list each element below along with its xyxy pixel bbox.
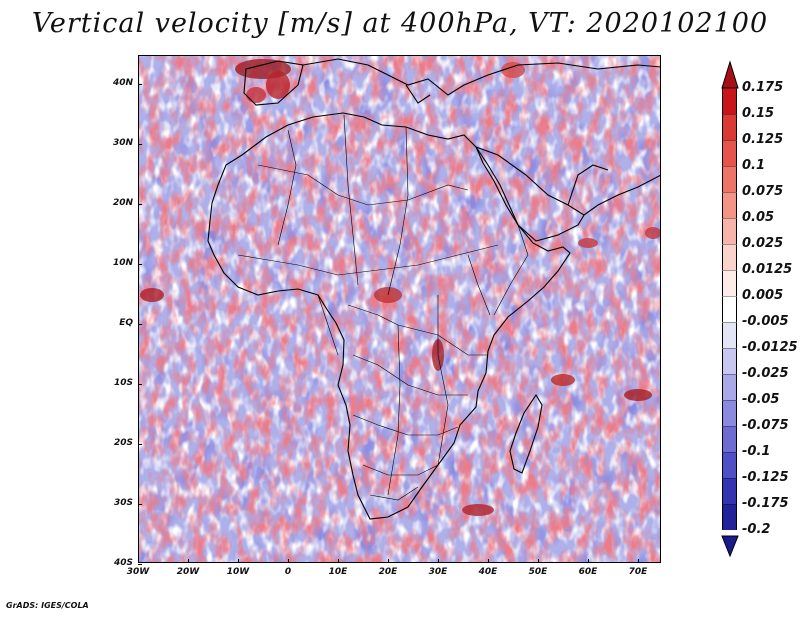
lat-tick (138, 264, 142, 265)
field-ascent (138, 55, 661, 563)
lat-tick (138, 144, 142, 145)
lat-tick-label: 40S (113, 558, 133, 568)
colorbar-label: -0.175 (742, 496, 789, 511)
lat-tick-label: 20N (112, 198, 133, 208)
lat-tick (138, 504, 142, 505)
colorbar-swatch (722, 270, 737, 296)
colorbar-swatch (722, 452, 737, 478)
colorbar-label: -0.0125 (742, 340, 798, 355)
lat-tick (138, 324, 142, 325)
lon-tick-label: 30W (126, 567, 150, 577)
colorbar-swatch (722, 374, 737, 400)
colorbar-swatch (722, 348, 737, 374)
colorbar-swatch (722, 114, 737, 140)
colorbar-swatch (722, 478, 737, 504)
lon-tick-label: 40E (478, 567, 498, 577)
colorbar-label: -0.125 (742, 470, 789, 485)
ascent-hotspot (501, 62, 525, 78)
colorbar-top-arrow (721, 60, 739, 89)
lon-tick (588, 559, 589, 563)
lat-tick-label: 10N (112, 258, 133, 268)
colorbar-label: -0.005 (742, 314, 789, 329)
lon-tick-label: 60E (578, 567, 598, 577)
colorbar-label: 0.075 (742, 184, 784, 199)
ascent-hotspot (462, 504, 494, 516)
lat-tick (138, 384, 142, 385)
colorbar-swatch (722, 322, 737, 348)
colorbar-swatch (722, 88, 737, 114)
map-field (138, 55, 661, 563)
lon-tick (388, 559, 389, 563)
lon-tick (338, 559, 339, 563)
colorbar-label: 0.175 (742, 80, 784, 95)
colorbar-label: -0.2 (742, 522, 771, 537)
colorbar-label: 0.005 (742, 288, 784, 303)
velocity-map (138, 55, 661, 563)
ascent-hotspot (645, 227, 661, 239)
country-borders (237, 114, 529, 501)
chart-title: Vertical velocity [m/s] at 400hPa, VT: 2… (31, 8, 769, 39)
colorbar-swatch (722, 140, 737, 166)
lon-tick-label: 20W (176, 567, 200, 577)
ascent-hotspot (624, 389, 652, 401)
lat-tick-label: EQ (119, 318, 133, 328)
ascent-hotspot (140, 288, 164, 302)
colorbar-label: 0.125 (742, 132, 784, 147)
colorbar-swatch (722, 192, 737, 218)
colorbar-label: 0.0125 (742, 262, 793, 277)
ascent-hotspot (578, 238, 598, 248)
lat-tick (138, 204, 142, 205)
colorbar-swatch (722, 166, 737, 192)
coastlines (207, 58, 661, 520)
lat-tick (138, 84, 142, 85)
lat-tick (138, 444, 142, 445)
colorbar-swatch (722, 218, 737, 244)
colorbar-arrows (721, 60, 739, 558)
lat-tick-label: 30N (112, 138, 133, 148)
colorbar-label: 0.1 (742, 158, 766, 173)
lon-tick (638, 559, 639, 563)
colorbar-label: -0.025 (742, 366, 789, 381)
lon-tick (488, 559, 489, 563)
footer-credit: GrADS: IGES/COLA (6, 601, 89, 610)
ascent-hotspot (266, 71, 290, 99)
ascent-hotspot (246, 87, 266, 103)
lon-tick-label: 10E (328, 567, 348, 577)
lat-tick-label: 10S (113, 378, 133, 388)
lon-tick (188, 559, 189, 563)
lat-tick-label: 20S (113, 438, 133, 448)
colorbar-label: 0.025 (742, 236, 784, 251)
lon-tick-label: 0 (284, 567, 292, 577)
lon-tick (138, 559, 139, 563)
colorbar-label: -0.1 (742, 444, 771, 459)
lon-tick-label: 20E (378, 567, 398, 577)
colorbar-label: -0.075 (742, 418, 789, 433)
lon-tick-label: 70E (628, 567, 648, 577)
colorbar-bottom-arrow (721, 535, 739, 558)
colorbar-swatch (722, 296, 737, 322)
lat-tick-label: 40N (112, 78, 133, 88)
colorbar-swatch (722, 400, 737, 426)
lon-tick (438, 559, 439, 563)
colorbar-swatch (722, 504, 737, 530)
colorbar-label: -0.05 (742, 392, 780, 407)
colorbar-label: 0.15 (742, 106, 775, 121)
colorbar-swatch (722, 426, 737, 452)
lat-tick (138, 564, 142, 565)
lon-tick (238, 559, 239, 563)
lon-tick (538, 559, 539, 563)
colorbar-label: 0.05 (742, 210, 775, 225)
ascent-hotspot (551, 374, 575, 386)
lon-tick-label: 30E (428, 567, 448, 577)
lon-tick-label: 10W (226, 567, 250, 577)
lat-tick-label: 30S (113, 498, 133, 508)
lon-tick-label: 50E (528, 567, 548, 577)
lon-tick (288, 559, 289, 563)
colorbar-swatch (722, 244, 737, 270)
